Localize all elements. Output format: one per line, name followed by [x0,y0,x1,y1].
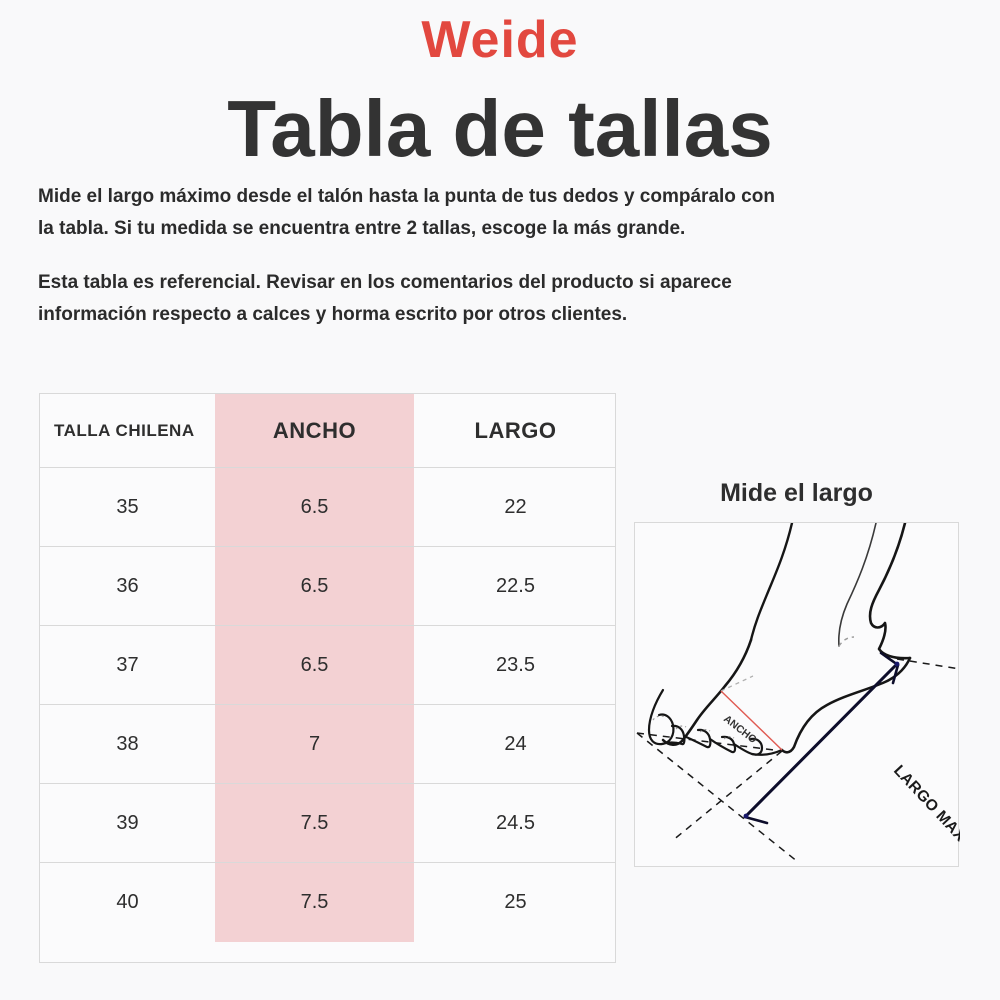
svg-text:LARGO MAXIMO: LARGO MAXIMO [890,762,960,867]
svg-text:ANCHO: ANCHO [721,713,759,746]
